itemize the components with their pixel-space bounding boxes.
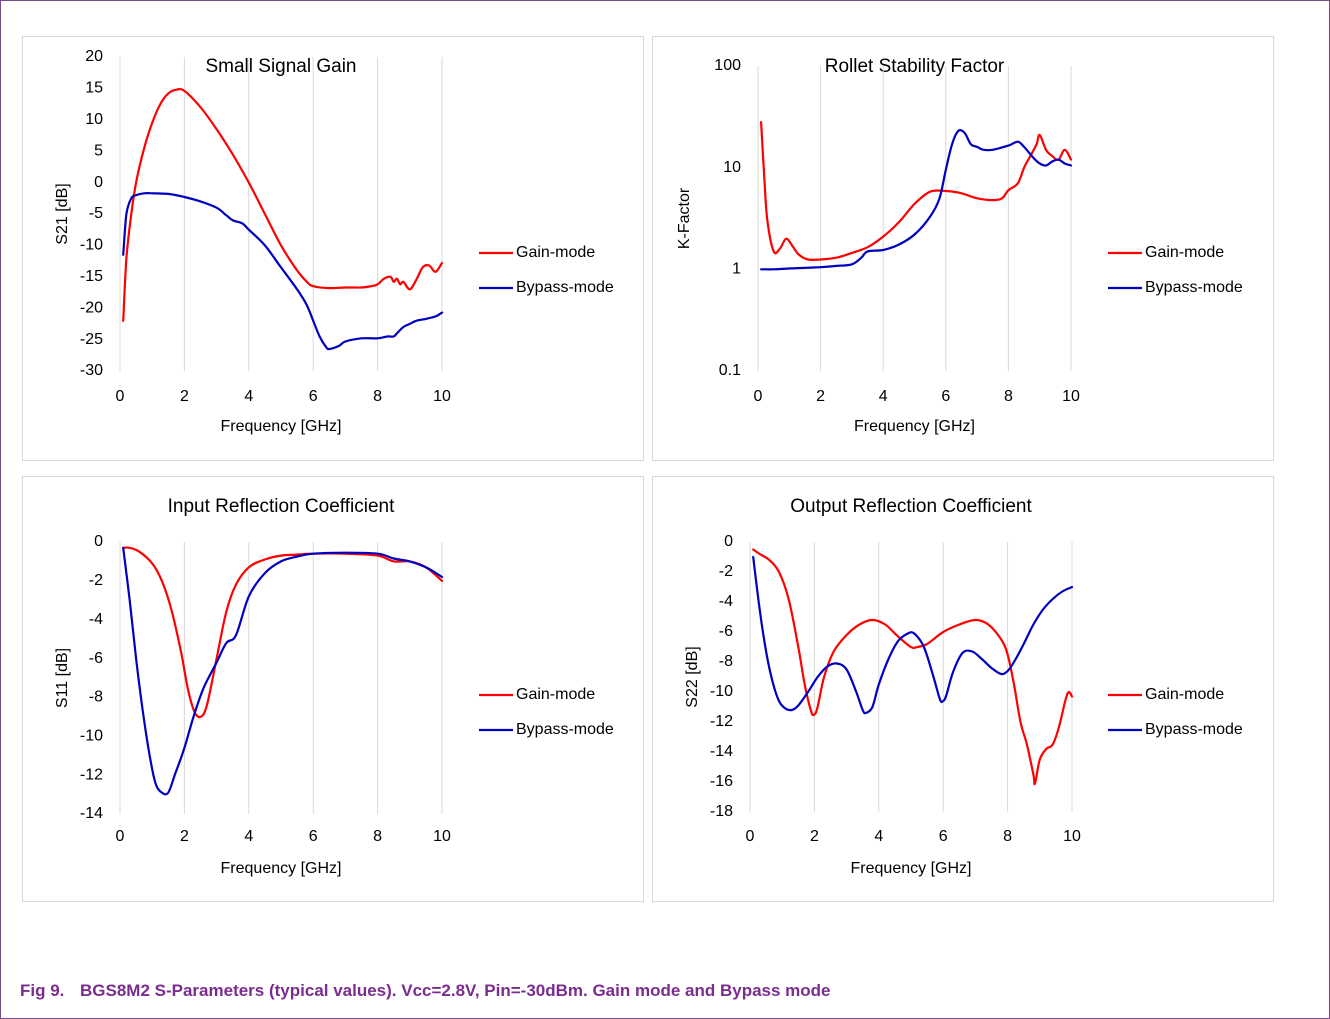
x-tick-label: 0 bbox=[746, 828, 755, 845]
series-line-gain-mode bbox=[760, 121, 1073, 262]
y-tick-label: 0 bbox=[724, 533, 733, 550]
y-tick-label: -14 bbox=[80, 805, 103, 822]
legend-label: Gain-mode bbox=[1145, 244, 1224, 261]
legend-label: Bypass-mode bbox=[516, 279, 614, 296]
y-tick-label: -20 bbox=[80, 299, 103, 316]
x-axis-label: Frequency [GHz] bbox=[854, 418, 975, 435]
series-line-bypass-mode bbox=[122, 192, 444, 351]
series-line-gain-mode bbox=[122, 87, 444, 322]
y-tick-label: -30 bbox=[80, 362, 103, 379]
y-tick-label: 10 bbox=[723, 159, 741, 176]
x-tick-label: 4 bbox=[244, 388, 253, 405]
y-tick-label: -12 bbox=[80, 766, 103, 783]
x-tick-label: 2 bbox=[180, 388, 189, 405]
y-tick-label: -10 bbox=[80, 728, 103, 745]
chart-input-reflection-coefficient: Input Reflection Coefficient -14 -12 -10 -8 -… bbox=[22, 476, 644, 902]
y-tick-label: -15 bbox=[80, 268, 103, 285]
x-tick-label: 4 bbox=[244, 828, 253, 845]
series-line-bypass-mode bbox=[760, 128, 1073, 271]
y-tick-label: -16 bbox=[710, 773, 733, 790]
x-tick-label: 8 bbox=[1003, 828, 1012, 845]
x-tick-label: 0 bbox=[116, 828, 125, 845]
legend-label: Bypass-mode bbox=[1145, 279, 1243, 296]
y-tick-label: -25 bbox=[80, 331, 103, 348]
series-line-bypass-mode bbox=[752, 555, 1074, 715]
figure-caption-text: BGS8M2 S-Parameters (typical values). Vc… bbox=[80, 981, 831, 1000]
x-tick-label: 4 bbox=[874, 828, 883, 845]
y-tick-label: -2 bbox=[719, 563, 733, 580]
chart-title: Small Signal Gain bbox=[205, 56, 356, 77]
x-tick-label: 2 bbox=[810, 828, 819, 845]
y-tick-label: -10 bbox=[710, 683, 733, 700]
x-tick-label: 8 bbox=[1004, 388, 1013, 405]
figure-number: Fig 9. bbox=[20, 981, 65, 1000]
y-tick-label: -8 bbox=[719, 653, 733, 670]
x-tick-label: 0 bbox=[116, 388, 125, 405]
x-axis-label: Frequency [GHz] bbox=[851, 860, 972, 877]
y-tick-label: 0 bbox=[94, 174, 103, 191]
chart-title: Output Reflection Coefficient bbox=[790, 496, 1032, 517]
y-tick-label: 0 bbox=[94, 533, 103, 550]
x-tick-label: 2 bbox=[180, 828, 189, 845]
x-axis-label: Frequency [GHz] bbox=[221, 860, 342, 877]
legend-label: Gain-mode bbox=[1145, 686, 1224, 703]
x-tick-label: 10 bbox=[1062, 388, 1080, 405]
legend-label: Bypass-mode bbox=[516, 721, 614, 738]
chart-rollet-stability-factor: Rollet Stability Factor 0.1 1 10 100 0 2 4 6 8 10 F… bbox=[652, 36, 1274, 461]
y-tick-label: -8 bbox=[89, 689, 103, 706]
x-tick-label: 0 bbox=[754, 388, 763, 405]
chart-output-reflection-coefficient: Output Reflection Coefficient -18 -16 -14 -1… bbox=[652, 476, 1274, 902]
x-tick-label: 8 bbox=[373, 388, 382, 405]
x-tick-label: 6 bbox=[309, 388, 318, 405]
y-tick-label: -4 bbox=[719, 593, 733, 610]
chart-small-signal-gain: Small Signal Gain -30 -25 -20 -15 -10 -5 0 5 10 15… bbox=[22, 36, 644, 461]
y-tick-label: 5 bbox=[94, 142, 103, 159]
x-tick-label: 2 bbox=[816, 388, 825, 405]
y-tick-label: 0.1 bbox=[719, 362, 741, 379]
y-tick-label: 100 bbox=[714, 57, 741, 74]
series-line-bypass-mode bbox=[122, 546, 444, 796]
y-axis-label: S22 [dB] bbox=[684, 646, 701, 707]
y-tick-label: 15 bbox=[85, 80, 103, 97]
y-tick-label: -14 bbox=[710, 743, 733, 760]
x-tick-label: 6 bbox=[941, 388, 950, 405]
legend-label: Bypass-mode bbox=[1145, 721, 1243, 738]
series-line-gain-mode bbox=[752, 548, 1074, 786]
y-tick-label: -4 bbox=[89, 611, 103, 628]
chart-title: Rollet Stability Factor bbox=[825, 56, 1005, 77]
chart-svg: Small Signal Gain -30 -25 -20 -15 -10 -5 0 5 10 15… bbox=[54, 48, 614, 435]
chart-title: Input Reflection Coefficient bbox=[168, 496, 395, 517]
y-tick-label: -6 bbox=[89, 650, 103, 667]
y-axis-label: S11 [dB] bbox=[54, 648, 71, 708]
legend-label: Gain-mode bbox=[516, 686, 595, 703]
y-tick-label: -2 bbox=[89, 572, 103, 589]
y-tick-label: -18 bbox=[710, 803, 733, 820]
figure-caption: Fig 9. BGS8M2 S-Parameters (typical value… bbox=[20, 981, 831, 1001]
y-tick-label: 1 bbox=[732, 261, 741, 278]
chart-svg: Rollet Stability Factor 0.1 1 10 100 0 2 4 6 8 10 F… bbox=[676, 56, 1243, 435]
x-axis-label: Frequency [GHz] bbox=[221, 418, 342, 435]
y-tick-label: -6 bbox=[719, 623, 733, 640]
x-tick-label: 6 bbox=[309, 828, 318, 845]
y-tick-label: -12 bbox=[710, 713, 733, 730]
x-tick-label: 10 bbox=[433, 388, 451, 405]
y-tick-label: -10 bbox=[80, 237, 103, 254]
series-line-gain-mode bbox=[122, 546, 444, 719]
chart-svg: Input Reflection Coefficient -14 -12 -10 -8 -… bbox=[54, 496, 614, 877]
x-tick-label: 10 bbox=[433, 828, 451, 845]
x-tick-label: 10 bbox=[1063, 828, 1081, 845]
y-axis-label: K-Factor bbox=[676, 187, 693, 249]
x-tick-label: 8 bbox=[373, 828, 382, 845]
x-tick-label: 4 bbox=[879, 388, 888, 405]
x-tick-label: 6 bbox=[939, 828, 948, 845]
chart-svg: Output Reflection Coefficient -18 -16 -14 -1… bbox=[684, 496, 1243, 877]
y-tick-label: 20 bbox=[85, 48, 103, 65]
legend-label: Gain-mode bbox=[516, 244, 595, 261]
y-axis-label: S21 [dB] bbox=[54, 183, 71, 244]
y-tick-label: 10 bbox=[85, 111, 103, 128]
y-tick-label: -5 bbox=[89, 205, 103, 222]
